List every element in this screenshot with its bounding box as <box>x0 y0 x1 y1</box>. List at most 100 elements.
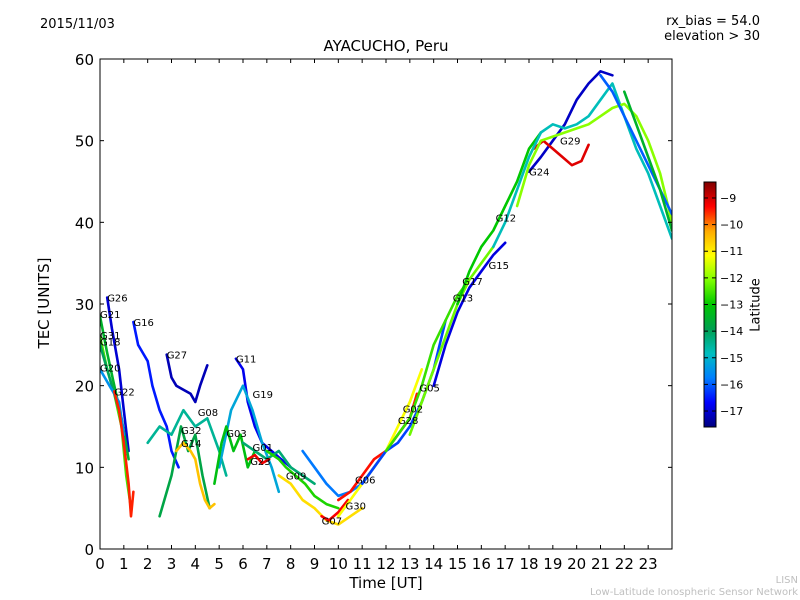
series-line-unlabeled-32 <box>622 90 672 232</box>
series-line-g24 <box>527 70 614 173</box>
satellite-label: G30 <box>346 502 366 513</box>
rx-bias-label: rx_bias = 54.0 <box>666 14 760 29</box>
satellite-label: G01 <box>253 443 273 454</box>
y-tick-label: 40 <box>75 214 94 232</box>
x-tick-label: 22 <box>615 555 634 573</box>
y-tick-label: 50 <box>75 133 94 151</box>
satellite-label: G11 <box>236 355 256 366</box>
satellite-label: G18 <box>100 338 120 349</box>
y-tick-label: 10 <box>75 459 94 477</box>
x-tick-label: 23 <box>639 555 658 573</box>
x-tick-label: 6 <box>238 555 248 573</box>
y-tick-label: 20 <box>75 378 94 396</box>
series-line-g13 <box>384 278 471 453</box>
x-tick-label: 3 <box>167 555 177 573</box>
series-layer <box>100 70 672 526</box>
x-tick-label: 18 <box>519 555 538 573</box>
satellite-label: G29 <box>560 137 580 148</box>
satellite-label: G03 <box>226 429 246 440</box>
y-ticks: 0 10 20 30 40 50 60 <box>75 51 672 559</box>
satellite-label: G20 <box>100 364 120 375</box>
satellite-label: G32 <box>181 426 201 437</box>
parameters-label: rx_bias = 54.0 elevation > 30 <box>664 14 760 44</box>
series-line-unlabeled-29 <box>491 82 672 249</box>
colorbar-tick-label: −13 <box>720 299 743 312</box>
colorbar-tick-label: −17 <box>720 405 743 418</box>
satellite-label: G19 <box>253 390 273 401</box>
series-line-g12 <box>456 131 543 306</box>
x-tick-label: 4 <box>191 555 201 573</box>
satellite-label: G07 <box>322 516 342 527</box>
y-tick-label: 0 <box>84 541 94 559</box>
series-line-g32 <box>158 425 211 518</box>
series-line-g19 <box>217 384 281 494</box>
satellite-label: G23 <box>250 457 270 468</box>
series-line-g08 <box>146 408 228 477</box>
x-tick-label: 19 <box>543 555 562 573</box>
colorbar-tick-label: −16 <box>720 378 743 391</box>
x-tick-label: 5 <box>214 555 224 573</box>
x-tick-label: 21 <box>591 555 610 573</box>
series-line-g02 <box>336 367 424 518</box>
series-line-g09 <box>265 449 340 510</box>
satellite-label: G13 <box>453 294 473 305</box>
y-tick-label: 30 <box>75 296 94 314</box>
date-label: 2015/11/03 <box>40 17 115 32</box>
chart-title: AYACUCHO, Peru <box>323 37 449 55</box>
x-tick-label: 8 <box>286 555 296 573</box>
series-line-g01 <box>241 441 316 486</box>
series-line-g06 <box>301 449 388 498</box>
satellite-label: G06 <box>355 476 375 487</box>
x-tick-label: 0 <box>95 555 105 573</box>
series-line-g17 <box>408 245 495 437</box>
x-tick-label: 15 <box>448 555 467 573</box>
colorbar-tick-label: −11 <box>720 245 743 258</box>
satellite-label: G12 <box>496 213 516 224</box>
x-tick-label: 13 <box>400 555 419 573</box>
satellite-label: G24 <box>529 168 549 179</box>
satellite-label: G21 <box>100 310 120 321</box>
series-line-g15 <box>432 241 507 388</box>
x-tick-label: 2 <box>143 555 153 573</box>
x-tick-label: 12 <box>376 555 395 573</box>
x-tick-label: 7 <box>262 555 272 573</box>
series-line-g30 <box>320 498 350 522</box>
series-line-g22 <box>113 390 135 518</box>
y-tick-label: 60 <box>75 51 94 69</box>
colorbar-tick-label: −15 <box>720 352 743 365</box>
satellite-label: G14 <box>181 439 201 450</box>
series-line-g03 <box>213 425 257 486</box>
satellite-label: G02 <box>403 405 423 416</box>
series-line-g26 <box>105 296 130 453</box>
series-line-g23 <box>246 453 271 465</box>
satellite-label: G26 <box>107 294 127 305</box>
plot-frame <box>99 58 673 550</box>
satellite-label: G08 <box>198 408 218 419</box>
x-tick-label: 17 <box>496 555 515 573</box>
series-line-unlabeled-30 <box>515 102 672 224</box>
satellite-label: G17 <box>462 277 482 288</box>
satellite-label: G27 <box>167 351 187 362</box>
colorbar-ticks: −9 −10 −11 −12 −13 −14 −15 −16 −17 <box>704 192 743 418</box>
x-tick-label: 14 <box>424 555 443 573</box>
x-ticks: 0 1 2 3 4 5 6 7 8 9 10 11 12 13 14 15 16 17 18 19 20 21 22 23 <box>95 59 658 573</box>
series-line-g16 <box>132 320 180 469</box>
credit-short: LISN <box>775 575 798 586</box>
satellite-label: G31 <box>100 331 120 342</box>
satellite-label: G15 <box>489 261 509 272</box>
satellite-label: G16 <box>133 318 153 329</box>
series-line-g14 <box>175 441 216 510</box>
colorbar-tick-label: −10 <box>720 219 743 232</box>
colorbar-tick-label: −12 <box>720 272 743 285</box>
x-tick-label: 16 <box>472 555 491 573</box>
satellite-label: G28 <box>398 416 418 427</box>
satellite-label: G05 <box>419 383 439 394</box>
x-tick-label: 9 <box>310 555 320 573</box>
x-tick-label: 10 <box>329 555 348 573</box>
colorbar-tick-label: −9 <box>720 192 736 205</box>
series-line-g27 <box>165 353 209 404</box>
x-axis-label: Time [UT] <box>349 574 423 592</box>
x-tick-label: 20 <box>567 555 586 573</box>
colorbar-tick-label: −14 <box>720 325 743 338</box>
